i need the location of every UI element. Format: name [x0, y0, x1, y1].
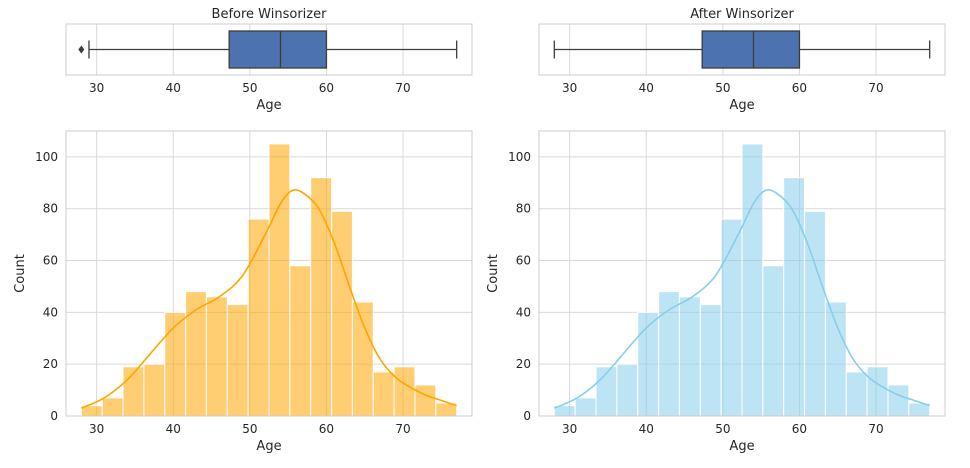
subplot-2: 30 40 50 60 70 Age After Winsorizer	[538, 7, 946, 113]
x-tick-label: 50	[242, 422, 257, 436]
y-tick-label: 100	[35, 150, 58, 164]
y-tick-label: 60	[516, 254, 531, 268]
x-tick-label: 40	[639, 422, 654, 436]
x-tick-label: 60	[792, 81, 807, 95]
x-tick-label: 70	[395, 81, 410, 95]
x-tick-label: 30	[89, 81, 104, 95]
histogram-bar	[824, 301, 847, 417]
subplot-1: 30 40 50 60 70 Age Before Winsorizer	[65, 7, 473, 113]
x-tick-label: 70	[868, 81, 883, 95]
iqr-box	[701, 30, 801, 69]
histogram-bar	[268, 143, 291, 417]
y-tick-label: 0	[50, 409, 58, 423]
x-tick-label: 30	[562, 422, 577, 436]
chart-title: After Winsorizer	[690, 7, 794, 22]
subplot-4: 0 20 40 60 80 100 Count 30 40 50 60 70 Age	[486, 130, 946, 454]
x-tick-label: 60	[319, 422, 334, 436]
histogram-bar	[101, 397, 124, 417]
histogram-bar	[289, 265, 312, 417]
kde-curve	[553, 189, 930, 409]
x-tick-label: 30	[89, 422, 104, 436]
iqr-box	[228, 30, 328, 69]
plot-frame	[538, 23, 946, 76]
x-axis-label: Age	[729, 439, 754, 454]
histogram-bar	[351, 301, 374, 417]
outlier-point	[78, 45, 85, 54]
histogram-bar	[143, 363, 166, 417]
x-tick-label: 50	[715, 422, 730, 436]
x-axis-label: Age	[729, 98, 754, 113]
kde-curve	[80, 189, 457, 409]
subplot-3: 0 20 40 60 80 100 Count 30 40 50 60 70 Age	[13, 130, 473, 454]
y-tick-label: 60	[43, 254, 58, 268]
y-axis-label: Count	[13, 254, 28, 293]
histogram-bar	[393, 366, 416, 417]
histogram-bar	[616, 363, 639, 417]
y-axis-label: Count	[486, 254, 501, 293]
y-tick-label: 80	[43, 202, 58, 216]
x-tick-label: 60	[792, 422, 807, 436]
y-tick-label: 20	[516, 357, 531, 371]
x-tick-label: 40	[166, 81, 181, 95]
histogram-bar	[866, 366, 889, 417]
histogram-bar	[205, 296, 228, 417]
histogram-bar	[414, 384, 437, 417]
x-tick-label: 30	[562, 81, 577, 95]
histogram-bar	[637, 311, 660, 417]
plot-frame	[65, 23, 473, 76]
histogram-bar	[678, 296, 701, 417]
x-tick-label: 50	[715, 81, 730, 95]
x-tick-label: 70	[868, 422, 883, 436]
y-tick-label: 20	[43, 357, 58, 371]
histogram-bar	[574, 397, 597, 417]
y-tick-label: 40	[43, 305, 58, 319]
x-tick-label: 40	[166, 422, 181, 436]
y-tick-label: 100	[508, 150, 531, 164]
x-axis-label: Age	[256, 98, 281, 113]
x-tick-label: 40	[639, 81, 654, 95]
histogram-bar	[699, 304, 722, 417]
x-tick-label: 50	[242, 81, 257, 95]
chart-title: Before Winsorizer	[212, 7, 328, 22]
histogram-bar	[226, 304, 249, 417]
x-tick-label: 60	[319, 81, 334, 95]
histogram-bar	[845, 371, 868, 417]
x-tick-label: 70	[395, 422, 410, 436]
plot-frame	[538, 130, 946, 417]
histogram-bar	[372, 371, 395, 417]
histogram-bar	[762, 265, 785, 417]
y-tick-label: 80	[516, 202, 531, 216]
plot-frame	[65, 130, 473, 417]
x-axis-label: Age	[256, 439, 281, 454]
y-tick-label: 40	[516, 305, 531, 319]
histogram-bar	[164, 311, 187, 417]
y-tick-label: 0	[523, 409, 531, 423]
histogram-bar	[741, 143, 764, 417]
histogram-bar	[887, 384, 910, 417]
